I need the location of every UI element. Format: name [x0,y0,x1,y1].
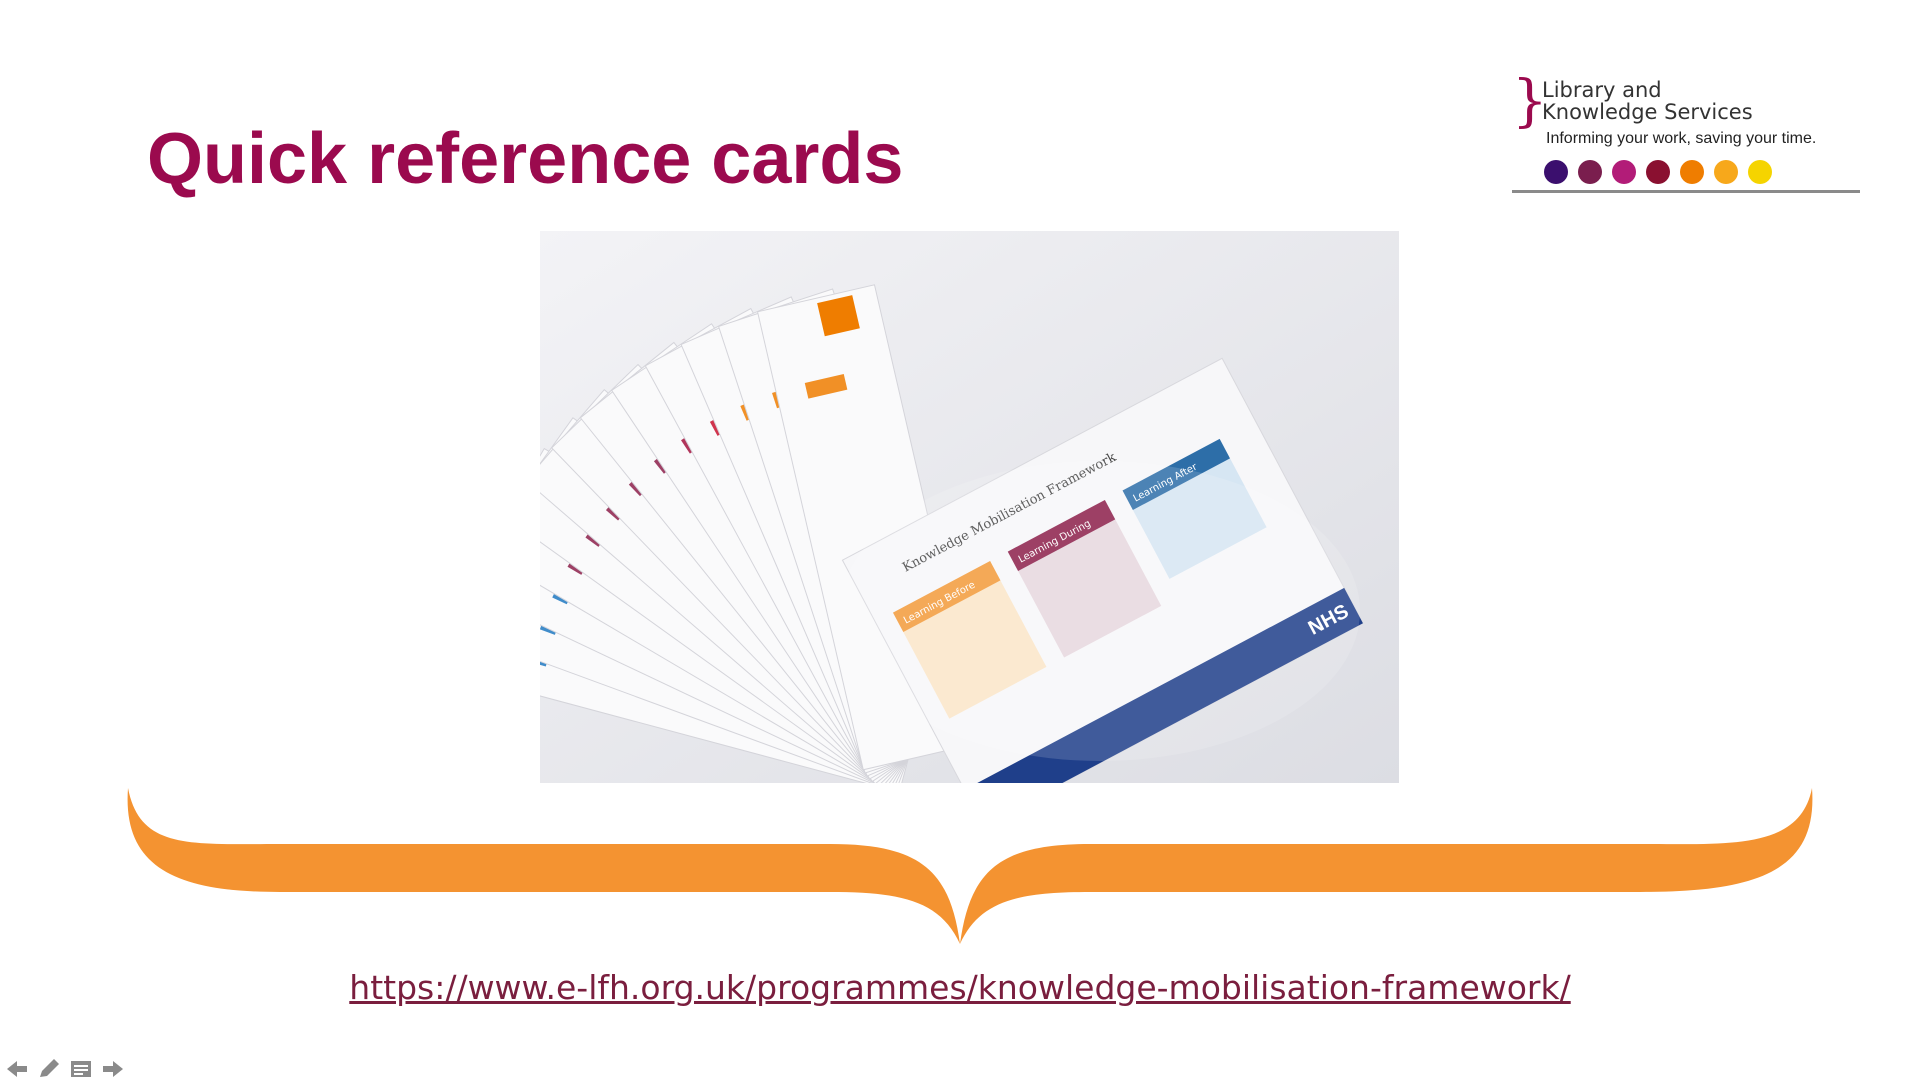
logo-dot [1680,160,1704,184]
right-arrow-icon[interactable] [100,1058,126,1080]
notes-icon[interactable] [68,1058,94,1080]
logo-tagline: Informing your work, saving your time. [1546,130,1817,147]
logo-dot [1612,160,1636,184]
lks-logo: } Library and Knowledge Services Informi… [1512,74,1872,196]
logo-text-line2: Knowledge Services [1542,100,1753,124]
slide-title: Quick reference cards [147,119,904,199]
logo-dot [1714,160,1738,184]
left-arrow-icon[interactable] [4,1058,30,1080]
bracket-icon: } [1512,69,1548,134]
logo-dot [1748,160,1772,184]
pen-icon[interactable] [36,1058,62,1080]
curly-brace-shape [127,788,1813,944]
reference-cards-photo: Knowledge Mobilisation Framework Learnin… [540,231,1399,783]
card-fan [540,284,981,783]
logo-text-line1: Library and [1542,78,1662,102]
logo-dots [1544,160,1772,184]
framework-link[interactable]: https://www.e-lfh.org.uk/programmes/know… [349,968,1571,1007]
slideshow-nav [4,1058,126,1080]
logo-dot [1578,160,1602,184]
logo-divider [1512,190,1860,193]
logo-dot [1646,160,1670,184]
logo-dot [1544,160,1568,184]
